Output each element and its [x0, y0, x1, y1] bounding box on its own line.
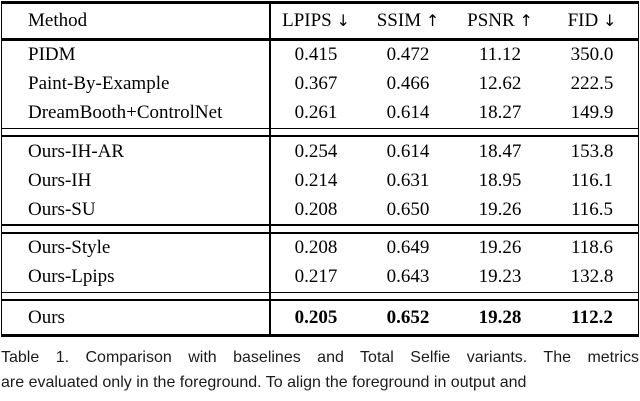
metric-value-fid: 149.9: [570, 102, 614, 123]
section-rule-top: [2, 127, 638, 129]
table-row-paint-by-example: Paint-By-Example 0.367 0.466 12.62 222.5: [2, 70, 638, 99]
method-name: Ours-Style: [28, 237, 111, 258]
table-caption: Table 1. Comparison with baselines and T…: [1, 345, 639, 395]
table-row-ours-lpips: Ours-Lpips 0.217 0.643 19.23 132.8: [2, 263, 638, 292]
section-rule-top: [2, 291, 638, 293]
metric-value-fid: 116.1: [570, 169, 614, 191]
metric-value-fid: 222.5: [570, 73, 614, 94]
table-row-ours-su: Ours-SU 0.208 0.650 19.26 116.5: [2, 195, 638, 224]
table-row-ours-ih-ar: Ours-IH-AR 0.254 0.614 18.47 153.8: [2, 137, 638, 166]
metric-value-ssim: 0.652: [386, 306, 430, 328]
section-rule-bottom: [2, 299, 638, 301]
metric-value-lpips: 0.254: [294, 140, 338, 162]
metric-value-lpips: 0.208: [294, 198, 338, 220]
section-rule-top: [2, 224, 638, 226]
metric-label: FID: [567, 10, 603, 31]
metric-value-ssim: 0.614: [386, 140, 430, 162]
metric-value-psnr: 19.23: [478, 266, 522, 287]
table-row-ours-style: Ours-Style 0.208 0.649 19.26 118.6: [2, 234, 638, 263]
metric-value-lpips: 0.415: [294, 44, 338, 65]
table-row-ours: Ours 0.205 0.652 19.28 112.2: [2, 301, 638, 334]
table-section-baselines: PIDM 0.415 0.472 11.12 350.0 Paint-By-Example…: [2, 41, 638, 128]
metric-value-ssim: 0.472: [386, 44, 430, 65]
table-section-final: Ours 0.205 0.652 19.28 112.2: [2, 301, 638, 334]
method-name: PIDM: [28, 44, 76, 65]
method-name: Ours-SU: [28, 198, 96, 220]
metric-value-psnr: 18.27: [478, 102, 522, 123]
table-row-pidm: PIDM 0.415 0.472 11.12 350.0: [2, 41, 638, 70]
metric-value-ssim: 0.466: [386, 73, 430, 94]
metric-value-psnr: 18.47: [478, 140, 522, 162]
metric-value-lpips: 0.261: [294, 102, 338, 123]
method-name: Ours: [28, 306, 65, 328]
metric-value-lpips: 0.217: [294, 266, 338, 287]
method-name: Paint-By-Example: [28, 73, 170, 94]
metric-label: SSIM: [376, 10, 426, 31]
column-header-lpips: LPIPS ↓: [270, 10, 362, 32]
metric-label: LPIPS: [282, 10, 337, 31]
results-table: Method LPIPS ↓ SSIM ↑ PSNR ↑ FID ↓ PIDM 0.41…: [1, 1, 639, 337]
metric-value-fid: 350.0: [570, 44, 614, 65]
table-header-row: Method LPIPS ↓ SSIM ↑ PSNR ↑ FID ↓: [2, 4, 638, 38]
down-arrow-icon: ↓: [336, 11, 350, 30]
metric-value-psnr: 19.28: [478, 306, 522, 328]
column-header-ssim: SSIM ↑: [362, 10, 454, 32]
section-rule-bottom: [2, 135, 638, 137]
column-header-psnr: PSNR ↑: [454, 10, 546, 32]
metric-value-fid: 112.2: [571, 306, 613, 328]
metric-value-psnr: 12.62: [478, 73, 522, 94]
method-name: Ours-IH: [28, 169, 92, 191]
column-divider: [269, 4, 271, 334]
metric-value-fid: 116.5: [570, 198, 614, 220]
metric-value-lpips: 0.205: [294, 306, 338, 328]
column-header-method: Method: [28, 10, 88, 31]
caption-line-2: are evaluated only in the foreground. To…: [1, 374, 527, 391]
metric-value-ssim: 0.631: [386, 169, 430, 191]
metric-value-lpips: 0.214: [294, 169, 338, 191]
metric-value-fid: 153.8: [570, 140, 614, 162]
metric-label: PSNR: [467, 10, 520, 31]
metric-value-ssim: 0.650: [386, 198, 430, 220]
metric-value-ssim: 0.643: [386, 266, 430, 287]
method-name: Ours-Lpips: [28, 266, 115, 287]
metric-value-psnr: 18.95: [478, 169, 522, 191]
metric-value-psnr: 19.26: [478, 237, 522, 258]
metric-value-psnr: 19.26: [478, 198, 522, 220]
caption-line-1: Table 1. Comparison with baselines and T…: [1, 349, 639, 366]
up-arrow-icon: ↑: [519, 11, 533, 30]
up-arrow-icon: ↑: [425, 11, 440, 30]
column-header-fid: FID ↓: [546, 10, 638, 32]
header-rule: [2, 38, 638, 41]
metric-value-fid: 132.8: [570, 266, 614, 287]
metric-value-psnr: 11.12: [478, 44, 522, 65]
method-name: DreamBooth+ControlNet: [28, 102, 223, 123]
table-row-ours-ih: Ours-IH 0.214 0.631 18.95 116.1: [2, 166, 638, 195]
metric-value-fid: 118.6: [570, 237, 614, 258]
down-arrow-icon: ↓: [602, 11, 617, 30]
method-name: Ours-IH-AR: [28, 140, 125, 162]
table-section-variants-b: Ours-Style 0.208 0.649 19.26 118.6 Ours-Lpips…: [2, 234, 638, 292]
metric-value-lpips: 0.367: [294, 73, 338, 94]
section-rule-bottom: [2, 231, 638, 234]
table-row-dreambooth-controlnet: DreamBooth+ControlNet 0.261 0.614 18.27 149.…: [2, 99, 638, 128]
metric-value-ssim: 0.614: [386, 102, 430, 123]
table-section-variants-a: Ours-IH-AR 0.254 0.614 18.47 153.8 Ours-IH 0.2…: [2, 137, 638, 224]
metric-value-lpips: 0.208: [294, 237, 338, 258]
metric-value-ssim: 0.649: [386, 237, 430, 258]
